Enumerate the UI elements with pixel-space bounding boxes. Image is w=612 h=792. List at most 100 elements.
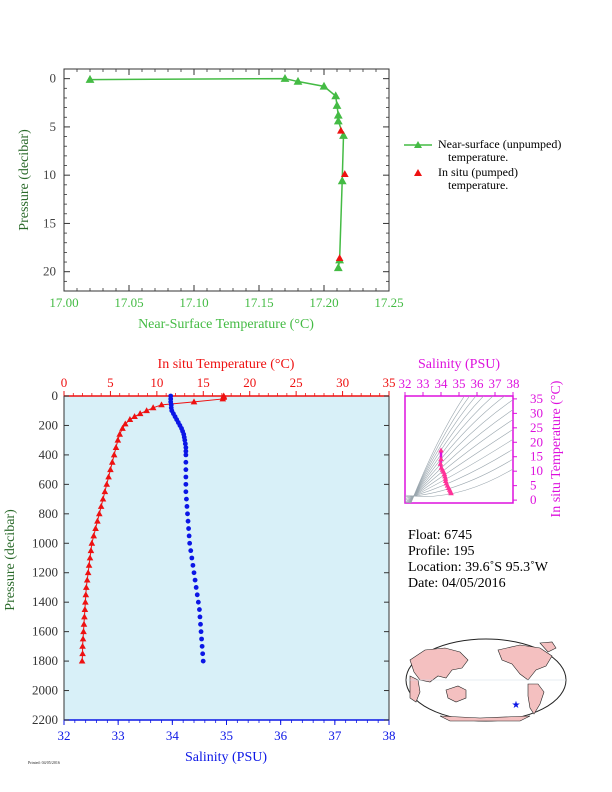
surface-temperature-point bbox=[339, 130, 348, 139]
sal-tick-label: 33 bbox=[112, 728, 125, 743]
surface-temperature-point bbox=[280, 73, 290, 82]
salinity-point bbox=[192, 577, 198, 583]
pressure-tick-label: 200 bbox=[39, 417, 59, 432]
temperature-point bbox=[219, 395, 227, 402]
temperature-point bbox=[85, 561, 93, 568]
surface-temperature-point bbox=[333, 110, 343, 119]
temperature-point bbox=[84, 569, 92, 576]
surface-temperature-point bbox=[319, 81, 329, 90]
salinity-point bbox=[185, 518, 191, 524]
density-contour bbox=[405, 419, 513, 503]
salinity-point bbox=[183, 445, 189, 450]
ts-temp-tick-label: 35 bbox=[530, 391, 543, 406]
ts-sal-tick-label: 33 bbox=[417, 376, 430, 391]
pressure-tick-label: 1400 bbox=[32, 594, 58, 609]
temperature-point bbox=[83, 576, 91, 583]
top-x-tick-label: 17.10 bbox=[179, 295, 208, 310]
sal-tick-label: 36 bbox=[274, 728, 288, 743]
pressure-tick-label: 1000 bbox=[32, 535, 58, 550]
legend-label-surface-2: temperature. bbox=[448, 150, 508, 164]
temperature-point bbox=[119, 424, 126, 431]
world-map: ★ bbox=[405, 638, 567, 722]
ts-point bbox=[442, 475, 449, 481]
top-y-tick-label: 0 bbox=[50, 71, 57, 86]
temperature-point bbox=[86, 554, 94, 561]
legend-marker-insitu bbox=[414, 169, 422, 176]
salinity-point bbox=[197, 614, 203, 620]
ts-point bbox=[448, 490, 454, 496]
surface-temperature-point bbox=[332, 100, 342, 109]
pressure-tick-label: 800 bbox=[39, 506, 59, 521]
surface-temperature-point bbox=[333, 263, 343, 272]
temperature-point bbox=[81, 606, 89, 612]
ts-sal-tick-label: 34 bbox=[435, 376, 449, 391]
profile-date: Date: 04/05/2016 bbox=[408, 576, 506, 591]
footer-note: Printed: 04/05/2016 bbox=[28, 760, 60, 765]
top-chart: 17.00 17.05 17.10 17.15 17.20 17.25 05101520 … bbox=[17, 68, 404, 332]
sal-tick-label: 37 bbox=[328, 728, 342, 743]
temperature-point bbox=[79, 642, 86, 649]
star-icon: ★ bbox=[512, 700, 521, 711]
salinity-point bbox=[183, 452, 189, 458]
temperature-point bbox=[121, 420, 129, 427]
temperature-point bbox=[79, 650, 86, 657]
salinity-point bbox=[187, 540, 193, 546]
salinity-point bbox=[191, 570, 197, 576]
temperature-point bbox=[131, 413, 138, 420]
surface-temperature-point bbox=[333, 116, 343, 125]
temperature-point bbox=[82, 591, 90, 598]
salinity-point bbox=[199, 643, 205, 649]
salinity-point bbox=[184, 504, 190, 509]
temp-tick-label: 25 bbox=[290, 375, 303, 390]
temp-tick-label: 0 bbox=[61, 375, 68, 390]
float-id: Float: 6745 bbox=[408, 528, 472, 543]
ts-temp-tick-label: 5 bbox=[530, 478, 537, 493]
ts-sal-tick-label: 35 bbox=[453, 376, 466, 391]
temperature-point bbox=[112, 444, 120, 450]
salinity-point bbox=[184, 496, 189, 502]
salinity-point bbox=[185, 511, 190, 517]
temperature-point bbox=[88, 539, 96, 546]
top-y-tick-label: 20 bbox=[43, 264, 56, 279]
salinity-profile bbox=[168, 393, 206, 664]
float-location: Location: 39.6˚S 95.3˚W bbox=[408, 560, 549, 575]
temperature-point bbox=[108, 458, 116, 465]
temperature-point bbox=[82, 598, 89, 605]
temperature-point bbox=[114, 436, 122, 443]
temperature-point bbox=[99, 495, 107, 502]
salinity-point bbox=[194, 592, 200, 598]
salinity-point bbox=[199, 636, 204, 642]
surface-temperature-point bbox=[85, 74, 95, 83]
salinity-point bbox=[183, 448, 189, 454]
pressure-axis-title: Pressure (decibar) bbox=[3, 509, 18, 611]
temperature-point bbox=[81, 613, 88, 620]
top-y-ticks: 0 5 10 15 20 bbox=[43, 71, 389, 282]
top-x-axis-label: Near-Surface Temperature (°C) bbox=[138, 317, 314, 332]
salinity-point bbox=[200, 658, 206, 664]
salinity-point bbox=[190, 562, 196, 568]
pressure-tick-label: 2200 bbox=[32, 712, 58, 727]
density-contour bbox=[405, 429, 513, 503]
salinity-point bbox=[197, 607, 202, 612]
ts-sal-tick-label: 38 bbox=[507, 376, 520, 391]
density-contour bbox=[409, 396, 485, 503]
salinity-point bbox=[198, 621, 203, 627]
sal-tick-label: 32 bbox=[58, 728, 71, 743]
sal-axis-title: Salinity (PSU) bbox=[185, 750, 267, 765]
surface-temperature-point bbox=[293, 76, 303, 85]
sal-tick-label: 35 bbox=[220, 728, 233, 743]
temperature-point bbox=[87, 547, 95, 554]
salinity-point bbox=[200, 651, 206, 657]
temperature-point bbox=[94, 517, 101, 524]
density-contour bbox=[409, 396, 494, 503]
temperature-point bbox=[149, 404, 157, 411]
temp-tick-label: 30 bbox=[336, 375, 349, 390]
surface-temperature-point bbox=[337, 176, 347, 185]
pressure-tick-label: 1600 bbox=[32, 624, 58, 639]
insitu-temperature-point bbox=[335, 254, 344, 262]
top-x-tick-label: 17.00 bbox=[49, 295, 78, 310]
ts-sal-tick-label: 36 bbox=[471, 376, 485, 391]
pressure-tick-label: 2000 bbox=[32, 683, 58, 698]
